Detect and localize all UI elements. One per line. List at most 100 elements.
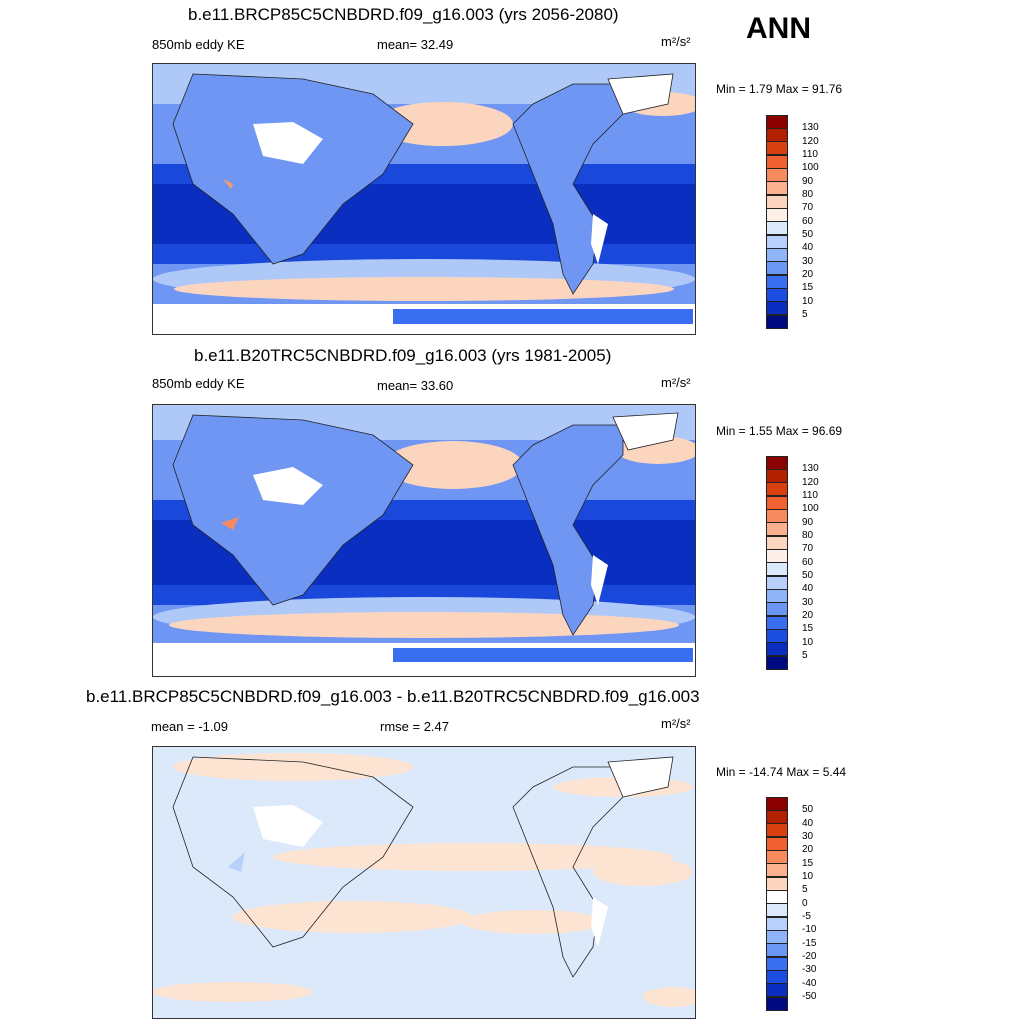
panel3-units: m²/s² [661, 716, 691, 731]
cbar3-swatch [766, 930, 788, 944]
cbar3-label: 5 [802, 884, 808, 895]
cbar1-swatch [766, 248, 788, 262]
cbar1-label: 30 [802, 256, 814, 267]
panel2-minmax: Min = 1.55 Max = 96.69 [716, 424, 843, 438]
cbar3-swatch [766, 903, 788, 917]
panel1-left-label: 850mb eddy KE [152, 37, 245, 52]
cbar1-swatch [766, 115, 788, 129]
cbar2-swatch [766, 642, 788, 656]
season-label: ANN [746, 12, 811, 45]
cbar2-swatch [766, 616, 788, 630]
cbar2-label: 15 [802, 623, 814, 634]
cbar1-swatch [766, 128, 788, 142]
cbar3-label: -20 [802, 951, 817, 962]
cbar3-label: -40 [802, 978, 817, 989]
cbar2-swatch [766, 536, 788, 550]
panel2-left-label: 850mb eddy KE [152, 376, 245, 391]
panel2-colorbar: 130 120 110 100 90 80 70 60 50 40 30 20 … [766, 456, 826, 670]
cbar2-swatch [766, 482, 788, 496]
cbar3-label: 20 [802, 844, 814, 855]
cbar2-label: 10 [802, 637, 814, 648]
cbar1-swatch [766, 315, 788, 329]
cbar3-label: -30 [802, 964, 817, 975]
cbar2-label: 110 [802, 490, 818, 501]
panel1-units: m²/s² [661, 34, 691, 49]
cbar2-swatch [766, 576, 788, 590]
panel2-title: b.e11.B20TRC5CNBDRD.f09_g16.003 (yrs 198… [194, 346, 612, 365]
panel3-rmse: rmse = 2.47 [380, 719, 450, 734]
panel1-colorbar: 130 120 110 100 90 80 70 60 50 40 30 20 … [766, 115, 826, 329]
cbar1-label: 15 [802, 282, 814, 293]
cbar3-swatch [766, 797, 788, 811]
cbar2-label: 60 [802, 557, 814, 568]
cbar1-swatch [766, 208, 788, 222]
cbar1-swatch [766, 275, 788, 289]
cbar2-swatch [766, 522, 788, 536]
cbar3-swatch [766, 983, 788, 997]
cbar2-label: 120 [802, 477, 819, 488]
cbar1-label: 10 [802, 296, 814, 307]
cbar1-label: 60 [802, 216, 814, 227]
cbar2-swatch [766, 496, 788, 510]
cbar1-swatch [766, 261, 788, 275]
cbar3-label: 10 [802, 871, 814, 882]
panel3-title: b.e11.BRCP85C5CNBDRD.f09_g16.003 - b.e11… [86, 687, 700, 706]
cbar2-swatch [766, 602, 788, 616]
cbar2-label: 50 [802, 570, 814, 581]
cbar2-swatch [766, 509, 788, 523]
cbar2-swatch [766, 549, 788, 563]
cbar3-swatch [766, 863, 788, 877]
cbar1-swatch [766, 141, 788, 155]
cbar2-label: 40 [802, 583, 814, 594]
panel3-minmax: Min = -14.74 Max = 5.44 [716, 765, 847, 779]
cbar1-swatch [766, 288, 788, 302]
cbar3-swatch [766, 837, 788, 851]
panel1-mean: mean= 32.49 [377, 37, 454, 52]
panel2-mean: mean= 33.60 [377, 378, 454, 393]
panel2-map [152, 404, 696, 677]
cbar1-swatch [766, 168, 788, 182]
cbar3-label: 0 [802, 898, 808, 909]
cbar1-swatch [766, 235, 788, 249]
cbar1-swatch [766, 181, 788, 195]
cbar1-label: 120 [802, 136, 819, 147]
cbar3-swatch [766, 890, 788, 904]
cbar2-label: 20 [802, 610, 814, 621]
cbar3-label: -5 [802, 911, 811, 922]
cbar1-label: 80 [802, 189, 814, 200]
cbar1-swatch [766, 155, 788, 169]
cbar3-label: -15 [802, 938, 817, 949]
cbar1-label: 40 [802, 242, 814, 253]
cbar2-label: 5 [802, 650, 808, 661]
cbar3-swatch [766, 823, 788, 837]
panel2-units: m²/s² [661, 375, 691, 390]
cbar2-swatch [766, 456, 788, 470]
cbar2-swatch [766, 562, 788, 576]
cbar2-label: 100 [802, 503, 819, 514]
cbar3-swatch [766, 943, 788, 957]
cbar3-swatch [766, 810, 788, 824]
cbar2-label: 70 [802, 543, 814, 554]
cbar3-swatch [766, 957, 788, 971]
cbar2-label: 130 [802, 463, 819, 474]
cbar1-label: 100 [802, 162, 819, 173]
cbar2-swatch [766, 656, 788, 670]
cbar3-label: 15 [802, 858, 814, 869]
cbar1-label: 20 [802, 269, 814, 280]
cbar2-label: 30 [802, 597, 814, 608]
cbar3-label: -50 [802, 991, 817, 1002]
cbar1-label: 90 [802, 176, 814, 187]
cbar1-label: 130 [802, 122, 819, 133]
cbar1-swatch [766, 195, 788, 209]
panel3-colorbar: 50 40 30 20 15 10 5 0 -5 -10 -15 -20 -30… [766, 797, 826, 1011]
cbar2-swatch [766, 629, 788, 643]
cbar3-swatch [766, 970, 788, 984]
cbar3-label: 40 [802, 818, 814, 829]
cbar3-swatch [766, 877, 788, 891]
cbar3-swatch [766, 997, 788, 1011]
cbar1-swatch [766, 301, 788, 315]
panel3-mean: mean = -1.09 [151, 719, 228, 734]
cbar1-label: 70 [802, 202, 814, 213]
panel1-map [152, 63, 696, 335]
cbar1-swatch [766, 221, 788, 235]
